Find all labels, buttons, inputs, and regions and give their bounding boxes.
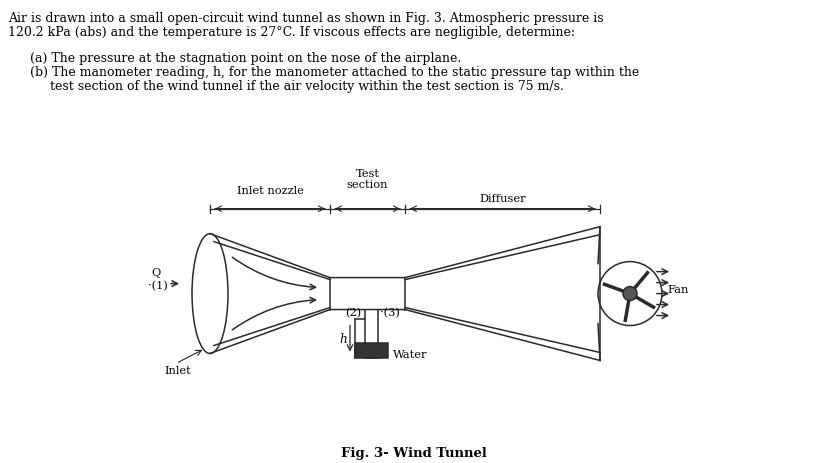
Text: ·(1): ·(1) xyxy=(148,281,168,291)
Text: h: h xyxy=(339,332,347,345)
Text: Diffuser: Diffuser xyxy=(479,193,525,203)
Text: Fan: Fan xyxy=(667,284,687,294)
Text: (a) The pressure at the stagnation point on the nose of the airplane.: (a) The pressure at the stagnation point… xyxy=(30,52,461,65)
Text: Inlet: Inlet xyxy=(164,366,190,375)
Text: Test
section: Test section xyxy=(347,169,388,189)
Bar xyxy=(355,344,388,359)
Text: (2): (2) xyxy=(344,307,361,317)
Text: Water: Water xyxy=(393,349,427,359)
Text: (b) The manometer reading, h, for the manometer attached to the static pressure : (b) The manometer reading, h, for the ma… xyxy=(30,66,638,79)
Text: test section of the wind tunnel if the air velocity within the test section is 7: test section of the wind tunnel if the a… xyxy=(30,80,563,93)
Text: 120.2 kPa (abs) and the temperature is 27°C. If viscous effects are negligible, : 120.2 kPa (abs) and the temperature is 2… xyxy=(8,26,574,39)
Circle shape xyxy=(622,287,636,301)
Text: Fig. 3- Wind Tunnel: Fig. 3- Wind Tunnel xyxy=(341,446,486,459)
Text: Q: Q xyxy=(151,267,160,277)
Text: Air is drawn into a small open-circuit wind tunnel as shown in Fig. 3. Atmospher: Air is drawn into a small open-circuit w… xyxy=(8,12,603,25)
Text: Inlet nozzle: Inlet nozzle xyxy=(237,185,303,195)
Text: ·(3): ·(3) xyxy=(380,307,399,317)
